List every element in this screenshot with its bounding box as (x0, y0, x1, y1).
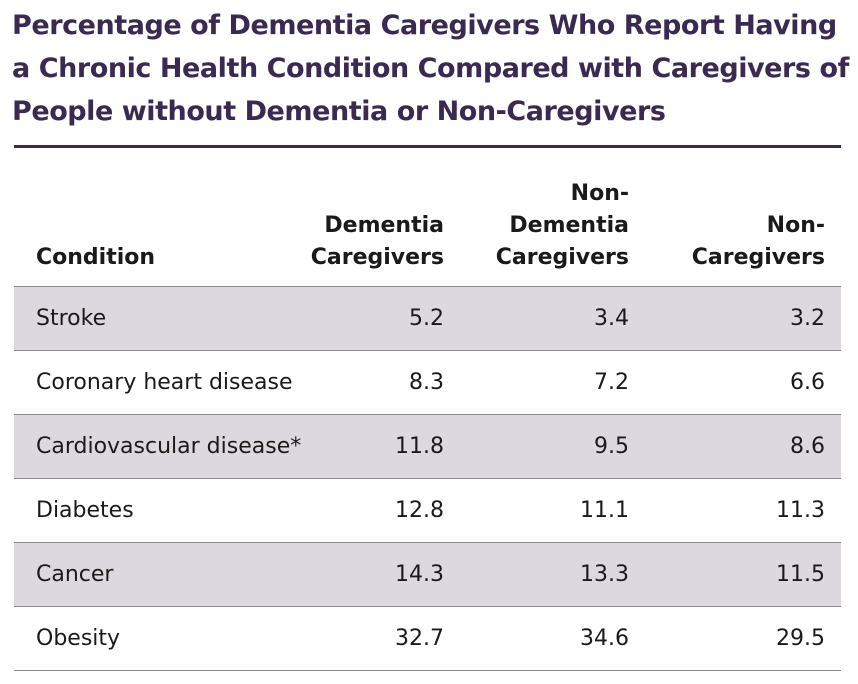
row-non-dementia-value: 3.4 (460, 286, 645, 351)
row-non-caregivers-value: 29.5 (645, 606, 841, 671)
header-condition: Condition (14, 148, 307, 287)
row-condition: Cardiovascular disease* (14, 414, 307, 479)
row-condition: Stroke (14, 286, 307, 351)
row-non-dementia-value: 11.1 (460, 478, 645, 543)
table-header-row: Condition Dementia Caregivers Non- Demen… (14, 148, 841, 287)
row-non-caregivers-value: 3.2 (645, 286, 841, 351)
row-non-caregivers-value: 11.5 (645, 542, 841, 607)
row-non-dementia-value: 7.2 (460, 350, 645, 415)
row-dementia-value: 12.8 (307, 478, 460, 543)
table-row: Cancer 14.3 13.3 11.5 (14, 542, 841, 607)
table-row: Cardiovascular disease* 11.8 9.5 8.6 (14, 414, 841, 479)
data-table: Condition Dementia Caregivers Non- Demen… (14, 148, 841, 671)
row-dementia-value: 11.8 (307, 414, 460, 479)
title-divider (14, 145, 841, 148)
header-dementia-caregivers: Dementia Caregivers (307, 148, 460, 287)
row-non-dementia-value: 9.5 (460, 414, 645, 479)
table-row: Coronary heart disease 8.3 7.2 6.6 (14, 350, 841, 415)
row-condition: Obesity (14, 606, 307, 671)
page-title: Percentage of Dementia Caregivers Who Re… (12, 4, 849, 133)
row-dementia-value: 32.7 (307, 606, 460, 671)
row-non-caregivers-value: 6.6 (645, 350, 841, 415)
row-non-caregivers-value: 8.6 (645, 414, 841, 479)
row-dementia-value: 14.3 (307, 542, 460, 607)
row-non-dementia-value: 34.6 (460, 606, 645, 671)
table-row: Obesity 32.7 34.6 29.5 (14, 606, 841, 671)
table-row: Diabetes 12.8 11.1 11.3 (14, 478, 841, 543)
header-non-dementia-caregivers: Non- Dementia Caregivers (460, 148, 645, 287)
row-condition: Cancer (14, 542, 307, 607)
row-non-dementia-value: 13.3 (460, 542, 645, 607)
title-line-1: Percentage of Dementia Caregivers Who Re… (12, 10, 837, 41)
title-line-3: People without Dementia or Non-Caregiver… (12, 96, 666, 127)
header-non-caregivers: Non- Caregivers (645, 148, 841, 287)
row-non-caregivers-value: 11.3 (645, 478, 841, 543)
row-dementia-value: 5.2 (307, 286, 460, 351)
table-row: Stroke 5.2 3.4 3.2 (14, 286, 841, 351)
row-condition: Coronary heart disease (14, 350, 307, 415)
title-line-2: a Chronic Health Condition Compared with… (12, 53, 849, 84)
row-dementia-value: 8.3 (307, 350, 460, 415)
row-condition: Diabetes (14, 478, 307, 543)
